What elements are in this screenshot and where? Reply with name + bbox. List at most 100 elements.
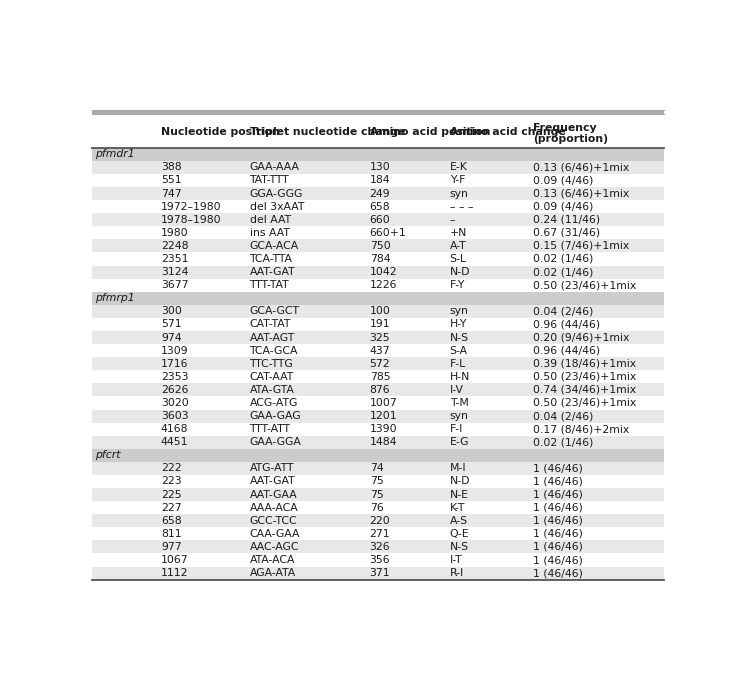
Text: A-T: A-T: [449, 241, 466, 251]
Text: GGA-GGG: GGA-GGG: [249, 189, 303, 198]
Text: 0.96 (44/46): 0.96 (44/46): [533, 319, 600, 329]
Text: ins AAT: ins AAT: [249, 227, 289, 238]
Bar: [92, 305, 664, 318]
Text: S-A: S-A: [449, 346, 468, 356]
Bar: [92, 370, 664, 384]
Text: 1972–1980: 1972–1980: [161, 202, 221, 212]
Text: AAC-AGC: AAC-AGC: [249, 542, 299, 552]
Text: 2626: 2626: [161, 385, 188, 395]
Text: syn: syn: [449, 306, 469, 316]
Text: N-S: N-S: [449, 542, 469, 552]
Bar: [92, 409, 664, 422]
Text: syn: syn: [449, 411, 469, 421]
Text: pfcrt: pfcrt: [95, 450, 120, 460]
Text: 658: 658: [370, 202, 390, 212]
Text: 222: 222: [161, 463, 182, 473]
Text: AAT-AGT: AAT-AGT: [249, 333, 294, 342]
Text: GAA-AAA: GAA-AAA: [249, 162, 300, 172]
Bar: [92, 200, 664, 213]
Text: TTC-TTG: TTC-TTG: [249, 359, 293, 369]
Text: 74: 74: [370, 463, 384, 473]
Text: GCA-GCT: GCA-GCT: [249, 306, 300, 316]
Text: 0.17 (8/46)+2mix: 0.17 (8/46)+2mix: [533, 424, 629, 434]
Text: 0.13 (6/46)+1mix: 0.13 (6/46)+1mix: [533, 162, 629, 172]
Bar: [92, 318, 664, 331]
Text: 0.50 (23/46)+1mix: 0.50 (23/46)+1mix: [533, 398, 636, 408]
Text: 660: 660: [370, 215, 390, 225]
Text: ATA-ACA: ATA-ACA: [249, 555, 295, 565]
Text: 0.02 (1/46): 0.02 (1/46): [533, 254, 593, 264]
Text: TTT-TAT: TTT-TAT: [249, 280, 289, 290]
Text: del AAT: del AAT: [249, 215, 291, 225]
Text: 191: 191: [370, 319, 390, 329]
Text: CAT-AAT: CAT-AAT: [249, 372, 294, 382]
Text: I-V: I-V: [449, 385, 463, 395]
Text: 974: 974: [161, 333, 182, 342]
Text: 0.09 (4/46): 0.09 (4/46): [533, 175, 593, 185]
Text: H-Y: H-Y: [449, 319, 467, 329]
Text: AAT-GAT: AAT-GAT: [249, 267, 295, 277]
Bar: [92, 422, 664, 436]
Text: 356: 356: [370, 555, 390, 565]
Text: ATA-GTA: ATA-GTA: [249, 385, 294, 395]
Text: 1 (46/46): 1 (46/46): [533, 516, 582, 526]
Text: 1 (46/46): 1 (46/46): [533, 502, 582, 513]
Text: 0.20 (9/46)+1mix: 0.20 (9/46)+1mix: [533, 333, 629, 342]
Text: N-E: N-E: [449, 490, 469, 500]
Text: AAT-GAT: AAT-GAT: [249, 477, 295, 486]
Text: 227: 227: [161, 502, 182, 513]
Text: H-N: H-N: [449, 372, 470, 382]
Text: 1067: 1067: [161, 555, 188, 565]
Text: Amino acid position: Amino acid position: [370, 126, 490, 136]
Text: 784: 784: [370, 254, 390, 264]
Bar: [92, 239, 664, 253]
Bar: [92, 357, 664, 370]
Text: 0.39 (18/46)+1mix: 0.39 (18/46)+1mix: [533, 359, 635, 369]
Text: 0.96 (44/46): 0.96 (44/46): [533, 346, 600, 356]
Text: 750: 750: [370, 241, 390, 251]
Bar: [92, 462, 664, 475]
Text: R-I: R-I: [449, 568, 464, 578]
Text: 75: 75: [370, 477, 384, 486]
Text: 1226: 1226: [370, 280, 397, 290]
Text: 811: 811: [161, 529, 182, 539]
Text: 1716: 1716: [161, 359, 188, 369]
Text: 130: 130: [370, 162, 390, 172]
Text: 0.15 (7/46)+1mix: 0.15 (7/46)+1mix: [533, 241, 629, 251]
Text: AGA-ATA: AGA-ATA: [249, 568, 296, 578]
Text: 785: 785: [370, 372, 390, 382]
Text: 0.02 (1/46): 0.02 (1/46): [533, 267, 593, 277]
Text: 76: 76: [370, 502, 384, 513]
Text: GAA-GGA: GAA-GGA: [249, 437, 301, 447]
Text: – – –: – – –: [449, 202, 473, 212]
Text: S-L: S-L: [449, 254, 466, 264]
Bar: [92, 148, 664, 161]
Text: 326: 326: [370, 542, 390, 552]
Bar: [92, 501, 664, 514]
Bar: [92, 540, 664, 553]
Text: CAA-GAA: CAA-GAA: [249, 529, 300, 539]
Text: 1978–1980: 1978–1980: [161, 215, 221, 225]
Text: 0.09 (4/46): 0.09 (4/46): [533, 202, 593, 212]
Text: 1112: 1112: [161, 568, 188, 578]
Text: 371: 371: [370, 568, 390, 578]
Bar: [92, 449, 664, 462]
Text: 220: 220: [370, 516, 390, 526]
Bar: [92, 384, 664, 397]
Text: 0.04 (2/46): 0.04 (2/46): [533, 411, 593, 421]
Text: 3603: 3603: [161, 411, 188, 421]
Bar: [92, 528, 664, 540]
Text: 325: 325: [370, 333, 390, 342]
Text: pfmrp1: pfmrp1: [95, 293, 135, 304]
Text: 2353: 2353: [161, 372, 188, 382]
Text: 184: 184: [370, 175, 390, 185]
Text: GAA-GAG: GAA-GAG: [249, 411, 301, 421]
Text: pfmdr1: pfmdr1: [95, 149, 135, 160]
Text: 1390: 1390: [370, 424, 397, 434]
Text: 2351: 2351: [161, 254, 188, 264]
Text: 551: 551: [161, 175, 182, 185]
Bar: [92, 475, 664, 488]
Text: I-T: I-T: [449, 555, 462, 565]
Text: 75: 75: [370, 490, 384, 500]
Text: AAT-GAA: AAT-GAA: [249, 490, 297, 500]
